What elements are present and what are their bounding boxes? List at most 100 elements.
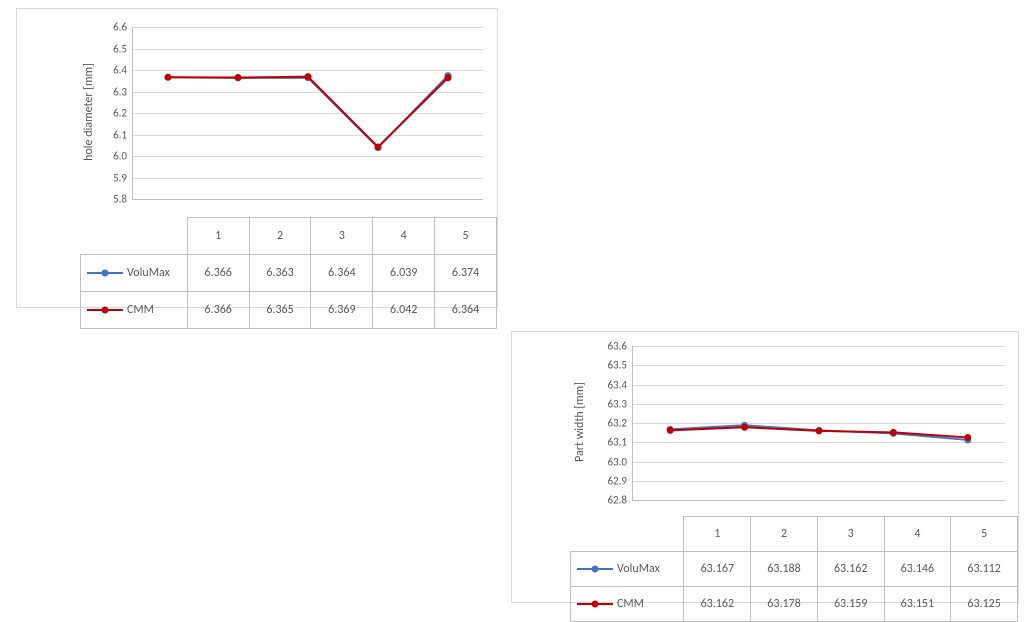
table-value-cell: 6.366 bbox=[187, 255, 249, 292]
table-value-cell: 63.167 bbox=[684, 552, 751, 587]
y-tick-label: 62.8 bbox=[607, 494, 627, 507]
table-row: VoluMax 63.16763.18863.16263.14663.112 bbox=[571, 552, 1018, 587]
series-marker bbox=[305, 73, 312, 80]
table-value-cell: 63.162 bbox=[817, 552, 884, 587]
gridline bbox=[633, 385, 1005, 386]
data-table: 12345VoluMax6.3666.3636.3646.0396.374CMM… bbox=[80, 217, 497, 329]
gridline bbox=[633, 365, 1005, 366]
series-marker bbox=[375, 143, 382, 150]
gridline bbox=[633, 442, 1005, 443]
y-tick-label: 6.1 bbox=[113, 128, 127, 141]
series-line bbox=[168, 77, 448, 147]
series-marker bbox=[305, 74, 312, 81]
series-marker bbox=[816, 427, 823, 434]
table-value-cell: 63.178 bbox=[751, 587, 818, 622]
table-category-cell: 5 bbox=[435, 218, 497, 255]
series-marker bbox=[235, 74, 242, 81]
legend-marker bbox=[577, 562, 613, 576]
data-table: 12345VoluMax63.16763.18863.16263.14663.1… bbox=[570, 516, 1018, 622]
y-tick-label: 63.3 bbox=[607, 397, 627, 410]
table-category-cell: 1 bbox=[684, 517, 751, 552]
y-tick-label: 5.9 bbox=[113, 171, 127, 184]
legend-series-name: VoluMax bbox=[127, 266, 170, 280]
legend-series-name: VoluMax bbox=[617, 562, 660, 576]
series-marker bbox=[890, 429, 897, 436]
table-category-cell: 2 bbox=[751, 517, 818, 552]
table-row: CMM6.3666.3656.3696.0426.364 bbox=[81, 292, 497, 329]
gridline bbox=[133, 92, 483, 93]
y-tick-label: 6.3 bbox=[113, 85, 127, 98]
table-category-cell: 3 bbox=[817, 517, 884, 552]
series-line bbox=[168, 76, 448, 148]
legend-series-name: CMM bbox=[127, 303, 154, 317]
table-value-cell: 63.146 bbox=[884, 552, 951, 587]
y-tick-label: 63.0 bbox=[607, 455, 627, 468]
y-tick-label: 63.2 bbox=[607, 417, 627, 430]
series-marker bbox=[741, 424, 748, 431]
y-tick-label: 62.9 bbox=[607, 474, 627, 487]
series-marker bbox=[890, 430, 897, 437]
table-value-cell: 63.159 bbox=[817, 587, 884, 622]
table-value-cell: 6.374 bbox=[435, 255, 497, 292]
gridline bbox=[633, 462, 1005, 463]
y-tick-label: 6.5 bbox=[113, 42, 127, 55]
table-value-cell: 6.039 bbox=[373, 255, 435, 292]
series-marker bbox=[964, 434, 971, 441]
series-marker bbox=[816, 427, 823, 434]
gridline bbox=[133, 178, 483, 179]
legend-cell: CMM bbox=[571, 587, 684, 622]
table-category-cell: 5 bbox=[951, 517, 1018, 552]
legend-marker bbox=[577, 597, 613, 611]
y-tick-label: 6.4 bbox=[113, 64, 127, 77]
table-header-row: 12345 bbox=[81, 218, 497, 255]
table-value-cell: 6.363 bbox=[249, 255, 311, 292]
table-category-cell: 4 bbox=[373, 218, 435, 255]
series-marker bbox=[165, 74, 172, 81]
table-corner-cell bbox=[571, 517, 684, 552]
legend-series-name: CMM bbox=[617, 597, 644, 611]
series-marker bbox=[445, 74, 452, 81]
series-marker bbox=[445, 72, 452, 79]
table-value-cell: 63.188 bbox=[751, 552, 818, 587]
y-tick-label: 6.6 bbox=[113, 21, 127, 34]
table-value-cell: 63.151 bbox=[884, 587, 951, 622]
table-value-cell: 63.162 bbox=[684, 587, 751, 622]
gridline bbox=[633, 423, 1005, 424]
table-category-cell: 4 bbox=[884, 517, 951, 552]
gridline bbox=[633, 481, 1005, 482]
y-tick-label: 63.6 bbox=[607, 340, 627, 353]
legend-cell: CMM bbox=[81, 292, 188, 329]
y-tick-label: 63.1 bbox=[607, 436, 627, 449]
legend-dot bbox=[592, 601, 599, 608]
legend-cell: VoluMax bbox=[571, 552, 684, 587]
table-header-row: 12345 bbox=[571, 517, 1018, 552]
y-axis-label: hole diameter [mm] bbox=[82, 63, 96, 161]
legend-marker bbox=[87, 266, 123, 280]
y-axis-label: Part width [mm] bbox=[573, 382, 587, 462]
chart-panel: Part width [mm] 62.8 62.9 63.0 63.1 63.2 63.3 6… bbox=[511, 331, 1019, 603]
table-category-cell: 2 bbox=[249, 218, 311, 255]
gridline bbox=[633, 404, 1005, 405]
legend-dot bbox=[102, 307, 109, 314]
y-tick-label: 63.5 bbox=[607, 359, 627, 372]
table-value-cell: 6.364 bbox=[435, 292, 497, 329]
table-row: VoluMax 6.3666.3636.3646.0396.374 bbox=[81, 255, 497, 292]
gridline bbox=[133, 156, 483, 157]
table-value-cell: 63.125 bbox=[951, 587, 1018, 622]
table-value-cell: 6.369 bbox=[311, 292, 373, 329]
series-marker bbox=[235, 74, 242, 81]
chart-panel: hole diameter [mm] 5.85.96.06.16.26.36.46… bbox=[16, 8, 498, 308]
plot-area: 5.85.96.06.16.26.36.46.56.6 bbox=[132, 27, 483, 200]
gridline bbox=[133, 49, 483, 50]
legend-marker bbox=[87, 303, 123, 317]
series-marker bbox=[375, 144, 382, 151]
series-line bbox=[670, 427, 968, 437]
table-value-cell: 63.112 bbox=[951, 552, 1018, 587]
series-marker bbox=[165, 74, 172, 81]
gridline bbox=[133, 135, 483, 136]
legend-dot bbox=[102, 270, 109, 277]
y-tick-label: 63.4 bbox=[607, 378, 627, 391]
table-value-cell: 6.364 bbox=[311, 255, 373, 292]
table-value-cell: 6.365 bbox=[249, 292, 311, 329]
table-value-cell: 6.366 bbox=[187, 292, 249, 329]
